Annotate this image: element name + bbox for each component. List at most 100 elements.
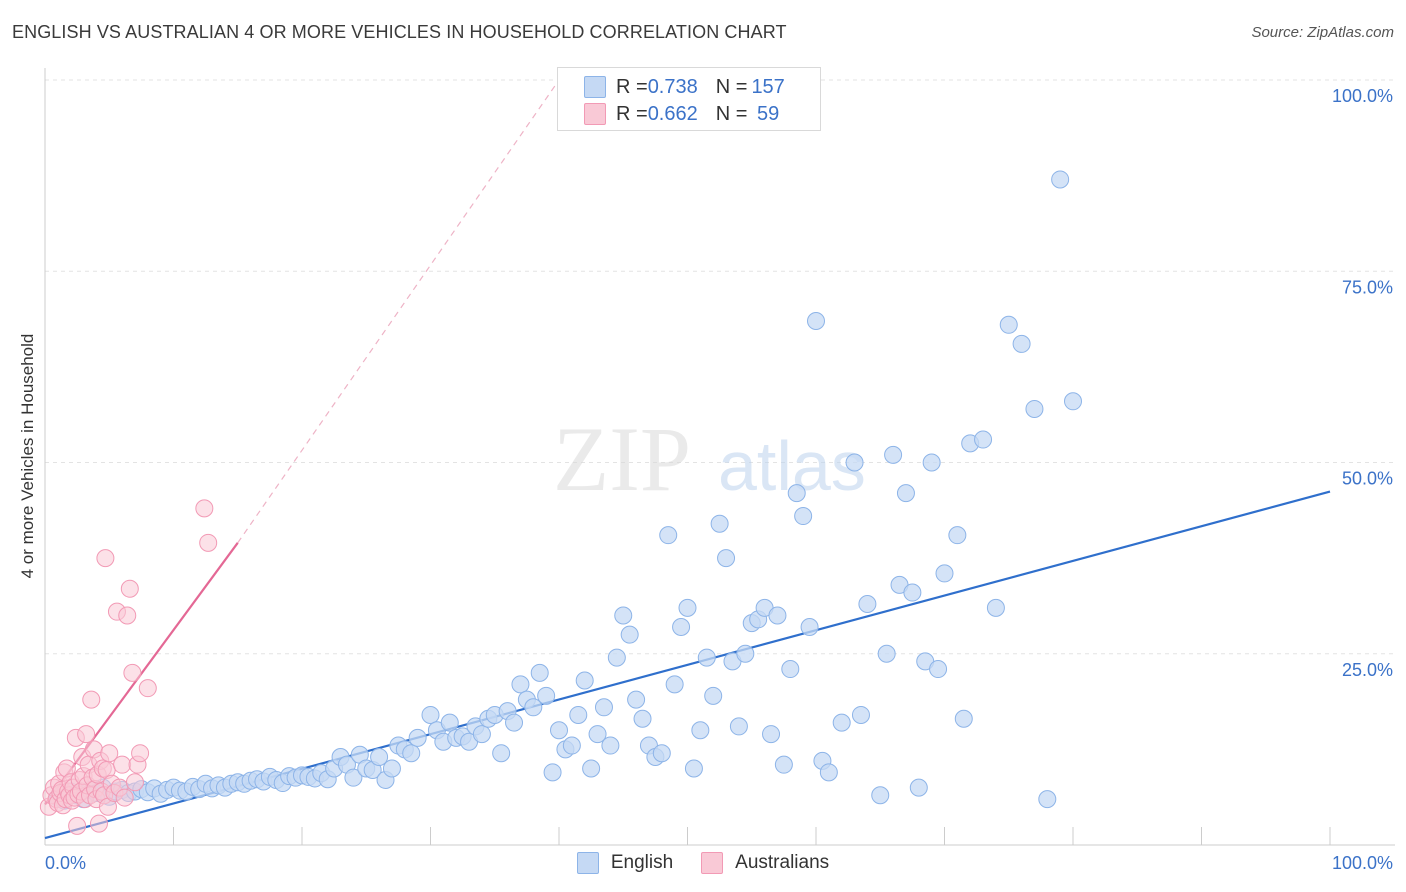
grid-lines bbox=[45, 79, 1395, 655]
english-point bbox=[620, 625, 639, 644]
english-point bbox=[845, 453, 864, 472]
english-swatch bbox=[576, 852, 599, 874]
english-point bbox=[594, 698, 613, 717]
australian-point bbox=[82, 690, 101, 709]
legend-label-australians: Australians bbox=[735, 852, 830, 873]
english-point bbox=[492, 744, 511, 763]
english-points bbox=[48, 170, 1082, 810]
australian-point bbox=[100, 744, 119, 763]
watermark: ZIP atlas bbox=[553, 408, 866, 510]
english-point bbox=[717, 549, 736, 568]
english-point bbox=[729, 717, 748, 736]
axes bbox=[44, 68, 1395, 846]
y-tick-label: 50.0% bbox=[1342, 469, 1393, 489]
english-point bbox=[851, 705, 870, 724]
english-point bbox=[607, 648, 626, 667]
english-point bbox=[762, 725, 781, 744]
english-swatch bbox=[584, 76, 606, 98]
english-point bbox=[408, 728, 427, 747]
legend-row-english: R = 0.738 N = 157 bbox=[558, 75, 785, 99]
australian-point bbox=[120, 579, 139, 598]
english-point bbox=[627, 690, 646, 709]
english-point bbox=[787, 484, 806, 503]
english-point bbox=[562, 736, 581, 755]
english-point bbox=[781, 660, 800, 679]
english-point bbox=[710, 514, 729, 533]
english-point bbox=[537, 686, 556, 705]
english-point bbox=[929, 660, 948, 679]
english-point bbox=[421, 705, 440, 724]
watermark-zip: ZIP bbox=[553, 408, 691, 510]
english-point bbox=[1025, 399, 1044, 418]
english-point bbox=[569, 705, 588, 724]
english-point bbox=[614, 606, 633, 625]
english-point bbox=[704, 686, 723, 705]
english-point bbox=[807, 311, 825, 330]
english-point bbox=[1038, 790, 1057, 809]
n-value: 59 bbox=[751, 102, 780, 125]
y-tick-label: 100.0% bbox=[1332, 86, 1393, 106]
source-label: Source: ZipAtlas.com bbox=[1251, 24, 1394, 41]
australians-swatch bbox=[701, 852, 724, 874]
english-point bbox=[472, 725, 491, 744]
english-point bbox=[903, 583, 922, 602]
r-label: R = bbox=[616, 75, 648, 98]
english-point bbox=[370, 748, 389, 767]
english-point bbox=[659, 526, 678, 545]
english-point bbox=[974, 430, 993, 449]
english-point bbox=[999, 315, 1018, 334]
english-point bbox=[684, 759, 703, 778]
english-point bbox=[922, 453, 941, 472]
english-point bbox=[832, 713, 851, 732]
australian-points bbox=[39, 499, 218, 835]
chart-title: ENGLISH VS AUSTRALIAN 4 OR MORE VEHICLES… bbox=[12, 22, 787, 42]
australian-point bbox=[138, 679, 157, 698]
english-point bbox=[800, 617, 819, 636]
english-point bbox=[819, 763, 838, 782]
australians-trend-extension bbox=[237, 79, 560, 544]
english-point bbox=[505, 713, 524, 732]
english-point bbox=[697, 648, 716, 667]
n-label: N = bbox=[715, 102, 748, 125]
english-point bbox=[1064, 392, 1082, 411]
english-point bbox=[665, 675, 684, 694]
english-point bbox=[678, 598, 697, 617]
english-point bbox=[1051, 170, 1070, 189]
english-point bbox=[382, 759, 401, 778]
english-point bbox=[768, 606, 787, 625]
english-point bbox=[511, 675, 530, 694]
n-label: N = bbox=[715, 75, 748, 98]
english-point bbox=[440, 713, 459, 732]
english-point bbox=[858, 595, 877, 614]
series-legend: English Australians bbox=[0, 852, 1406, 874]
english-point bbox=[588, 725, 607, 744]
australian-point bbox=[115, 788, 134, 807]
y-tick-label: 25.0% bbox=[1342, 660, 1393, 680]
australian-point bbox=[125, 773, 144, 792]
australian-point bbox=[77, 725, 96, 744]
english-point bbox=[794, 507, 813, 526]
correlation-legend: R = 0.738 N = 157 R = 0.662 N = 59 bbox=[557, 67, 821, 131]
y-tick-label: 75.0% bbox=[1342, 277, 1393, 297]
english-point bbox=[524, 698, 543, 717]
english-point bbox=[633, 709, 652, 728]
english-point bbox=[672, 617, 691, 636]
english-point bbox=[896, 484, 915, 503]
legend-item-australians[interactable]: Australians bbox=[701, 852, 829, 874]
australian-point bbox=[131, 744, 150, 763]
australians-swatch bbox=[584, 103, 606, 125]
english-point bbox=[601, 736, 620, 755]
australian-point bbox=[113, 755, 132, 774]
r-value: 0.738 bbox=[647, 75, 698, 98]
english-point bbox=[871, 786, 890, 805]
english-point bbox=[550, 721, 568, 740]
australian-point bbox=[199, 533, 218, 552]
australian-point bbox=[89, 814, 108, 833]
r-value: 0.662 bbox=[647, 102, 698, 125]
australian-point bbox=[123, 663, 142, 682]
australian-point bbox=[96, 549, 115, 568]
legend-item-english[interactable]: English bbox=[576, 852, 673, 874]
english-point bbox=[575, 671, 594, 690]
x-tick-label: 100.0% bbox=[1332, 853, 1393, 873]
